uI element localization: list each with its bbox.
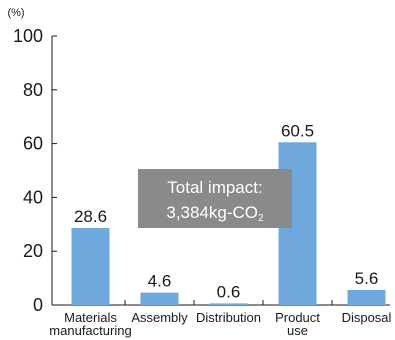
bar xyxy=(71,228,110,305)
x-category-label: use xyxy=(287,323,308,338)
x-category-label: Materials xyxy=(64,310,117,325)
total-impact-value: 3,384kg-CO2 xyxy=(166,203,264,224)
y-tick-label: 0 xyxy=(33,295,43,315)
x-category-label: Assembly xyxy=(131,310,188,325)
bar xyxy=(140,292,179,305)
y-tick-label: 40 xyxy=(23,187,43,207)
bar-value-label: 5.6 xyxy=(355,269,379,288)
y-tick-label: 20 xyxy=(23,241,43,261)
x-category-label: Product xyxy=(275,310,320,325)
bar xyxy=(347,289,386,305)
x-category-label: Disposal xyxy=(342,310,392,325)
bar xyxy=(209,303,248,305)
x-category-label: Distribution xyxy=(196,310,261,325)
y-tick-label: 100 xyxy=(13,26,43,46)
axes: 0 20 40 60 80 100 (%) xyxy=(7,7,390,315)
x-category-label: manufacturing xyxy=(49,323,131,338)
bar-value-label: 28.6 xyxy=(74,207,107,226)
y-tick-label: 80 xyxy=(23,80,43,100)
y-axis-unit-label: (%) xyxy=(7,7,24,19)
bar-value-label: 4.6 xyxy=(148,272,172,291)
y-tick-label: 60 xyxy=(23,134,43,154)
bar-value-label: 0.6 xyxy=(217,282,241,301)
total-impact-title: Total impact: xyxy=(167,178,262,197)
annotation: Total impact: 3,384kg-CO2 xyxy=(138,169,292,228)
total-impact-box xyxy=(138,169,292,228)
bar-value-label: 60.5 xyxy=(281,121,314,140)
